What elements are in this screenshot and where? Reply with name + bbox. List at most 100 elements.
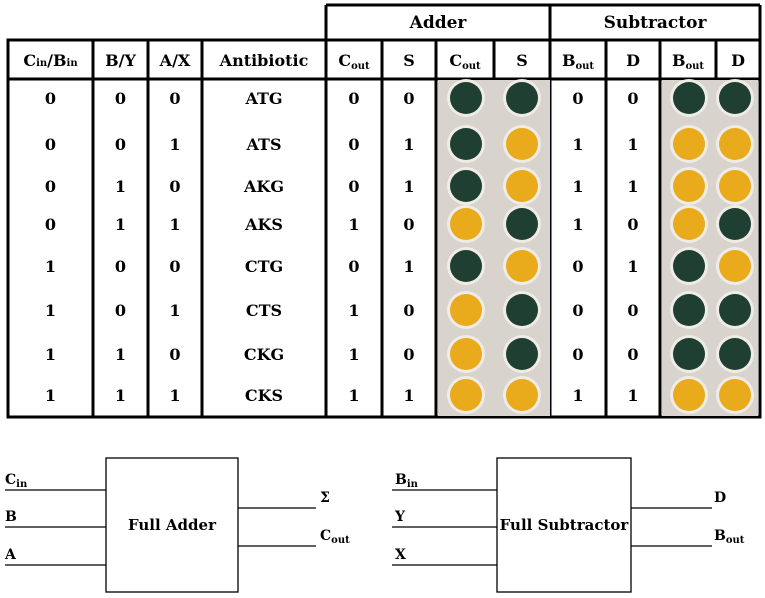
cell-b-y: 0	[115, 301, 126, 320]
col-header-cin-bin: Cin/Bin	[23, 51, 78, 70]
cell-cout: 0	[348, 89, 359, 108]
well-green	[450, 128, 482, 160]
cell-s: 0	[403, 345, 414, 364]
subtractor-title: Full Subtractor	[500, 516, 630, 534]
cell-cout: 1	[348, 215, 359, 234]
col-header-s-main: S	[403, 51, 415, 70]
col-header-s-plate-main: S	[516, 51, 528, 70]
adder-output-label: Σ	[320, 490, 330, 506]
cell-b-y: 0	[115, 89, 126, 108]
adder-output-label-sub: out	[331, 535, 350, 546]
col-header-bout-plate: Bout	[672, 51, 704, 72]
well-plates	[438, 79, 758, 416]
well-green	[506, 82, 538, 114]
well-yellow	[450, 338, 482, 370]
cell-a-x: 1	[169, 301, 180, 320]
subtractor-output-label: D	[714, 490, 726, 506]
adder-input-label: B	[5, 509, 17, 525]
well-yellow	[673, 379, 705, 411]
well-green	[506, 338, 538, 370]
subtractor-output-label-sub: out	[726, 535, 745, 546]
cell-cout: 1	[348, 345, 359, 364]
adder-input-label-main: C	[5, 472, 16, 488]
subtractor-box	[496, 457, 632, 593]
full-adder-diagram: Full Adder Cin B A Σ Cout	[4, 457, 350, 593]
cell-cin-bin: 1	[45, 386, 56, 405]
cell-bout: 0	[572, 345, 583, 364]
col-header-b-y: B/Y	[105, 51, 136, 70]
well-yellow	[673, 170, 705, 202]
col-header-d-plate: D	[731, 51, 745, 70]
adder-input-label-main: A	[4, 547, 17, 563]
cell-a-x: 1	[169, 386, 180, 405]
cell-d: 0	[627, 301, 638, 320]
cell-cin-bin: 0	[45, 215, 56, 234]
cell-b-y: 0	[115, 135, 126, 154]
subtractor-input-label: Y	[394, 509, 406, 525]
col-header-bout: Bout	[562, 51, 594, 72]
cell-a-x: 1	[169, 215, 180, 234]
cell-bout: 0	[572, 301, 583, 320]
cell-antibiotic: CTG	[245, 257, 283, 276]
cell-cout: 1	[348, 386, 359, 405]
cell-bout: 1	[572, 215, 583, 234]
col-header-antibiotic: Antibiotic	[219, 51, 309, 70]
well-yellow	[673, 128, 705, 160]
cell-bout: 0	[572, 257, 583, 276]
col-header-cout-plate-sub: out	[462, 61, 481, 72]
cell-a-x: 0	[169, 89, 180, 108]
col-header-d-main: D	[626, 51, 640, 70]
adder-input-label: Cin	[5, 472, 28, 490]
cell-cin-bin: 1	[45, 345, 56, 364]
well-yellow	[506, 379, 538, 411]
well-green	[719, 82, 751, 114]
cell-d: 0	[627, 345, 638, 364]
cell-d: 1	[627, 177, 638, 196]
adder-output-label-main: C	[320, 528, 331, 544]
adder-input-label: A	[4, 547, 17, 563]
subtractor-group-header: Subtractor	[604, 13, 708, 33]
subtractor-input-label-sub: in	[407, 479, 419, 490]
cell-antibiotic: CKG	[244, 345, 284, 364]
cell-antibiotic: CTS	[246, 301, 282, 320]
truth-table: Adder Subtractor Cin/Bin B/Y A/X Antibiotic Co…	[6, 3, 762, 419]
cell-s: 1	[403, 386, 414, 405]
subtractor-input-label: X	[395, 547, 406, 563]
well-green	[673, 82, 705, 114]
cell-cin-bin: 1	[45, 257, 56, 276]
well-green	[719, 294, 751, 326]
subtractor-input-label-main: B	[395, 472, 407, 488]
cell-cin-bin: 1	[45, 301, 56, 320]
col-header-cin-bin-c: C	[23, 51, 36, 70]
well-yellow	[506, 250, 538, 282]
cell-a-x: 0	[169, 257, 180, 276]
adder-output-label-main: Σ	[320, 490, 330, 506]
cell-antibiotic: AKG	[243, 177, 284, 196]
cell-bout: 1	[572, 386, 583, 405]
cell-a-x: 1	[169, 135, 180, 154]
cell-bout: 0	[572, 89, 583, 108]
well-yellow	[450, 208, 482, 240]
well-green	[506, 208, 538, 240]
adder-input-label-sub: in	[16, 479, 28, 490]
well-green	[673, 250, 705, 282]
table-frame	[6, 38, 762, 419]
cell-d: 1	[627, 135, 638, 154]
well-yellow	[719, 379, 751, 411]
col-header-bout-sub: out	[575, 61, 594, 72]
well-green	[450, 250, 482, 282]
cell-s: 1	[403, 177, 414, 196]
cell-d: 1	[627, 257, 638, 276]
col-header-bout-main: B	[562, 51, 576, 70]
col-header-bout-plate-sub: out	[685, 61, 704, 72]
cell-cout: 0	[348, 177, 359, 196]
col-header-cin-bin-slash: /B	[47, 51, 66, 70]
well-yellow	[450, 294, 482, 326]
well-yellow	[506, 170, 538, 202]
adder-box	[105, 457, 239, 593]
col-header-s-plate: S	[516, 51, 528, 70]
col-header-cout-main: C	[338, 51, 351, 70]
adder-output-label: Cout	[320, 528, 350, 546]
cell-b-y: 1	[115, 177, 126, 196]
cell-d: 1	[627, 386, 638, 405]
